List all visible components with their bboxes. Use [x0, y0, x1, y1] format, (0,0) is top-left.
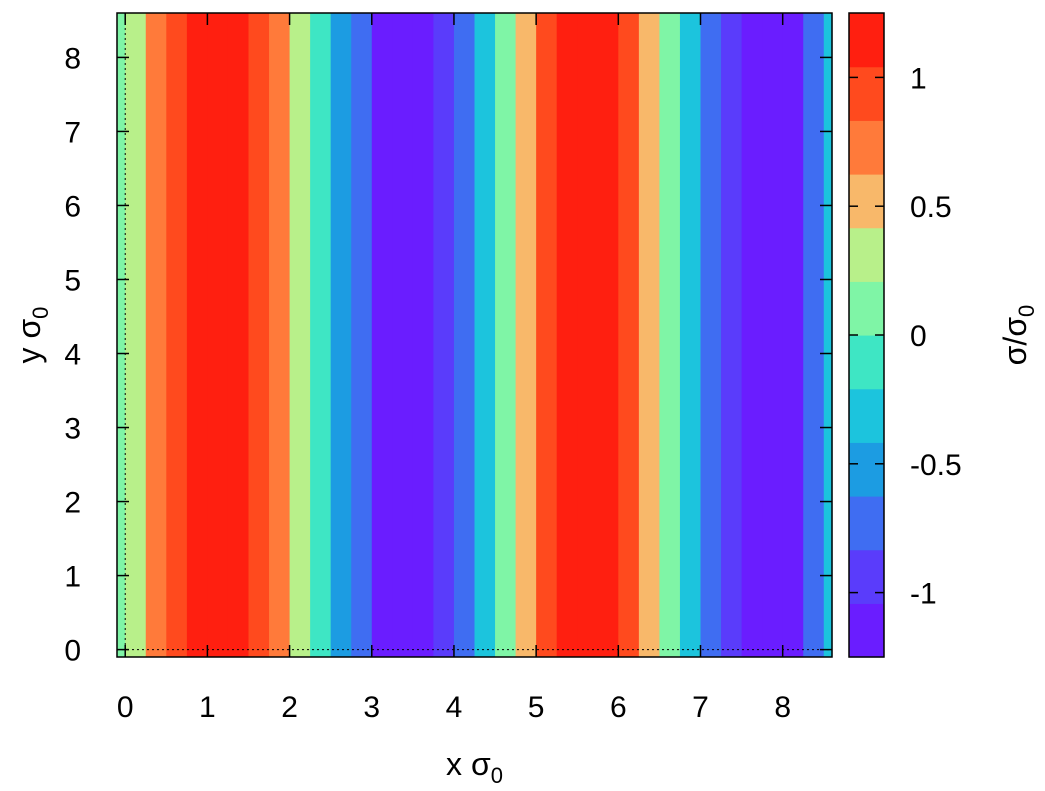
plot-frame — [116, 12, 833, 658]
heatmap-cell — [166, 13, 188, 657]
heatmap-cell — [741, 13, 763, 657]
y-axis: 0 1 2 3 4 5 6 7 8 — [64, 42, 832, 668]
y-tick-label: 7 — [64, 116, 81, 149]
colorbar-band — [849, 603, 884, 658]
y-tick-label: 4 — [64, 339, 81, 372]
colorbar-band — [849, 496, 884, 551]
heatmap-cell — [515, 13, 537, 657]
y-tick-label: 8 — [64, 42, 81, 75]
x-tick-label: 0 — [117, 691, 134, 724]
y-tick-label: 5 — [64, 264, 81, 297]
colorbar-tick-label: -1 — [910, 578, 937, 611]
heatmap-cell — [117, 13, 126, 657]
colorbar-tick-label: 0 — [910, 320, 927, 353]
x-tick-label: 2 — [281, 691, 298, 724]
colorbar-tick-label: 0.5 — [910, 191, 952, 224]
colorbar-tick-label: -0.5 — [910, 449, 962, 482]
colorbar-tick-label: 1 — [910, 62, 927, 95]
x-tick-label: 5 — [528, 691, 545, 724]
colorbar-band — [849, 281, 884, 336]
colorbar-band — [849, 442, 884, 497]
y-tick-label: 1 — [64, 561, 81, 594]
heatmap-cell — [659, 13, 681, 657]
x-axis-title-base: x σ — [446, 746, 491, 782]
colorbar-title: σ/σ0 — [997, 305, 1039, 366]
colorbar-band — [849, 120, 884, 175]
colorbar-title-base: σ/σ — [997, 317, 1033, 366]
y-tick-label: 2 — [64, 487, 81, 520]
heatmap-cell — [597, 13, 619, 657]
heatmap-cell — [453, 13, 476, 657]
x-tick-label: 3 — [363, 691, 380, 724]
heatmap-cell — [351, 13, 373, 657]
colorbar-axis: -1 -0.5 0 0.5 1 — [849, 62, 962, 611]
heatmap-cell — [474, 13, 496, 657]
colorbar-band — [849, 335, 884, 390]
colorbar-band — [849, 388, 884, 443]
heatmap-cell — [700, 13, 722, 657]
heatmap-cell — [248, 13, 270, 657]
heatmap-cell — [536, 13, 558, 657]
x-tick-label: 1 — [199, 691, 216, 724]
heatmap-cell — [330, 13, 352, 657]
y-axis-title-subscript: 0 — [28, 307, 53, 319]
heatmap-cell — [269, 13, 291, 657]
x-axis-title: x σ0 — [446, 746, 503, 788]
x-tick-label: 8 — [774, 691, 791, 724]
x-tick-label: 7 — [692, 691, 709, 724]
colorbar-band — [849, 227, 884, 282]
heatmap-cell — [803, 13, 825, 657]
y-tick-label: 3 — [64, 413, 81, 446]
y-axis-title-base: y σ — [11, 319, 47, 364]
x-axis-title-subscript: 0 — [491, 763, 503, 788]
colorbar-band — [849, 174, 884, 229]
heatmap-cell — [638, 13, 661, 657]
colorbar-band — [849, 13, 884, 68]
heatmap-cell — [433, 13, 455, 657]
heatmap-cell — [207, 13, 229, 657]
heatmap-cell — [392, 13, 414, 657]
heatmap-cell — [227, 13, 250, 657]
heatmap-cell — [556, 13, 578, 657]
heatmap-cell — [412, 13, 435, 657]
heatmap-cell — [125, 13, 147, 657]
heatmap-cell — [618, 13, 640, 657]
heatmap-cell — [782, 13, 804, 657]
colorbar-band — [849, 66, 884, 121]
colorbar-band — [849, 549, 884, 604]
heatmap-cell — [762, 13, 784, 657]
zero-guide-lines — [117, 13, 832, 657]
heatmap-cell — [289, 13, 311, 657]
heatmap-cell — [371, 13, 393, 657]
y-axis-title: y σ0 — [11, 307, 53, 364]
heatmap-cell — [495, 13, 517, 657]
x-tick-label: 6 — [610, 691, 627, 724]
heatmap-cell — [577, 13, 599, 657]
heatmap-cell — [186, 13, 209, 657]
heatmap-cells — [117, 13, 833, 657]
heatmap-cell — [145, 13, 167, 657]
y-tick-label: 0 — [64, 635, 81, 668]
heatmap-cell — [679, 13, 702, 657]
heatmap-cell — [310, 13, 332, 657]
x-axis: 0 1 2 3 4 5 6 7 8 — [117, 13, 791, 724]
y-tick-label: 6 — [64, 190, 81, 223]
colorbar-title-subscript: 0 — [1014, 305, 1039, 317]
colorbar — [849, 13, 884, 658]
x-tick-label: 4 — [446, 691, 463, 724]
heatmap-cell — [823, 13, 833, 657]
heatmap-cell — [721, 13, 743, 657]
